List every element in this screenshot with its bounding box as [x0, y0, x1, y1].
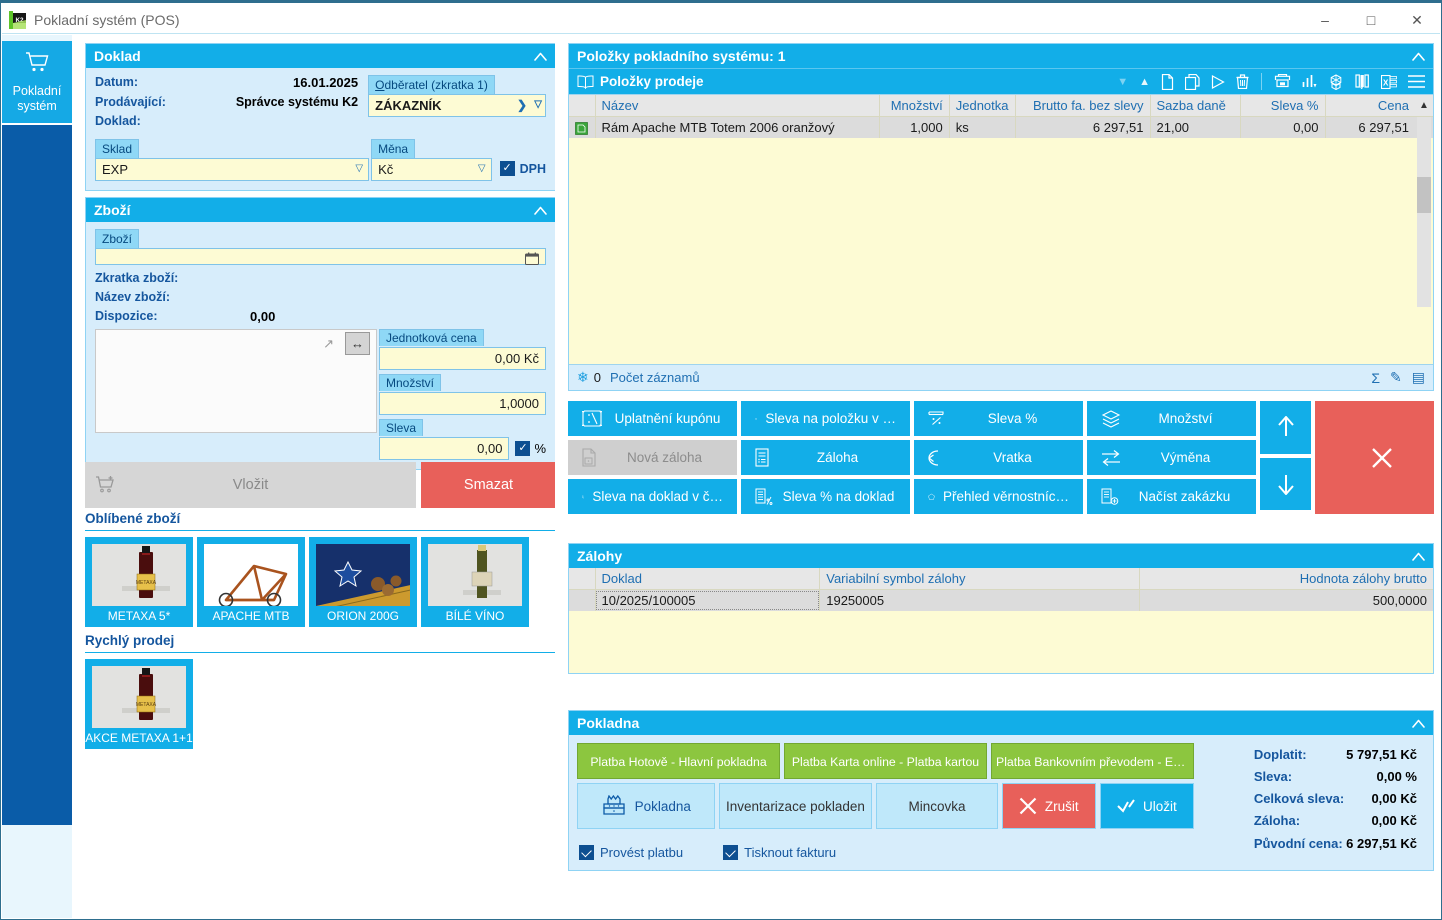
svg-text:X: X: [1383, 78, 1389, 87]
svg-text:METAXA: METAXA: [136, 580, 157, 586]
svg-text:METAXA: METAXA: [136, 702, 157, 708]
